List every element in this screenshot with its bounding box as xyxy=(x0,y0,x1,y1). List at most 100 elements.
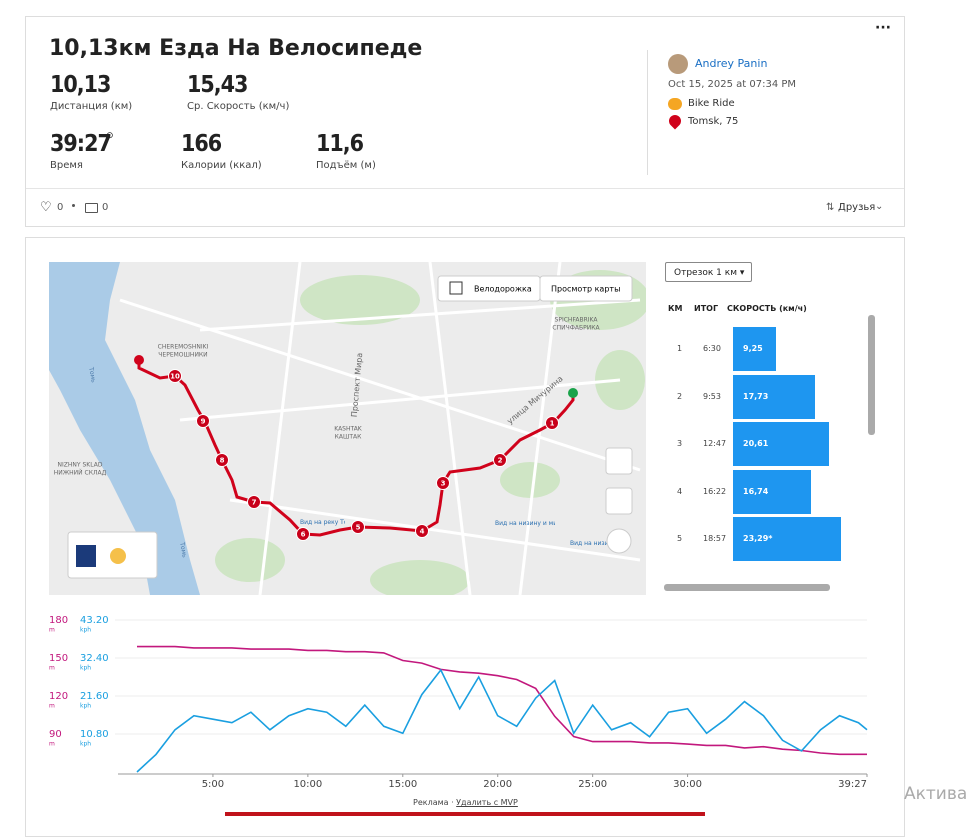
km-marker xyxy=(215,453,229,467)
x-tick-label: 25:00 xyxy=(578,779,607,790)
map-label: CHEREMOSHNIKI xyxy=(158,344,209,351)
split-km: 4 xyxy=(677,486,683,496)
chart: 90m120m150m180m10.80kph21.60kph32.40kph4… xyxy=(49,615,868,790)
km-marker xyxy=(168,369,182,383)
y2-unit: kph xyxy=(80,741,91,748)
y-unit: m xyxy=(49,665,55,672)
y-unit: m xyxy=(49,703,55,710)
map-poi: Вид на низину и микрорайон «Зелёные Горк… xyxy=(570,540,625,547)
ad-note: Реклама · Удалить с MVP xyxy=(413,798,518,807)
y2-tick-label: 43.20 xyxy=(80,615,109,626)
comments: 0 xyxy=(102,202,109,213)
km-marker xyxy=(247,495,261,509)
title: 10,13км Езда На Велосипеде xyxy=(49,36,423,61)
split-km: 1 xyxy=(677,344,683,353)
x-tick-label: 5:00 xyxy=(202,779,224,790)
km-marker xyxy=(493,453,507,467)
km-marker-label: 1 xyxy=(550,420,555,428)
x-tick-label: 15:00 xyxy=(388,779,417,790)
split-total: 12:47 xyxy=(703,439,727,448)
map[interactable]: CHEREMOSHNIKI ЧЕРЕМОШНИКИ Проспект Мира … xyxy=(49,262,646,595)
km-marker-label: 5 xyxy=(356,524,361,532)
stat-label: Калории (ккал) xyxy=(181,160,262,171)
y2-unit: kph xyxy=(80,665,91,672)
map-label: Томь xyxy=(87,366,97,384)
km-marker-label: 8 xyxy=(220,457,225,465)
stat-value: 11,6 xyxy=(316,131,364,157)
map-label: KASHTAK xyxy=(334,426,363,433)
split-km: 2 xyxy=(677,391,683,401)
y2-unit: kph xyxy=(80,627,91,634)
column-header: КМ xyxy=(668,304,683,313)
km-marker-label: 2 xyxy=(498,457,503,465)
recenter-button[interactable] xyxy=(605,487,633,515)
map-label: SPICHFABRIKA xyxy=(555,317,599,324)
y2-unit: kph xyxy=(80,703,91,710)
scrollbar[interactable] xyxy=(868,315,875,435)
split-bar xyxy=(733,422,829,466)
ad-banner[interactable] xyxy=(225,812,705,816)
km-marker-label: 4 xyxy=(420,528,425,536)
map-label: КАШТАК xyxy=(335,434,363,441)
athlete-name[interactable]: Andrey Panin xyxy=(695,57,768,70)
parks xyxy=(215,270,646,595)
info-icon[interactable]: ⊙ xyxy=(106,131,114,141)
split-bar xyxy=(733,469,811,514)
km-marker xyxy=(296,527,310,541)
location: Tomsk, 75 xyxy=(688,116,739,127)
visibility-icon: ⇅ xyxy=(826,202,835,213)
summary-card xyxy=(25,16,905,227)
like-icon[interactable]: ♡ xyxy=(40,200,52,215)
weather-logo xyxy=(76,545,96,567)
comment-icon[interactable] xyxy=(85,203,98,213)
checkbox[interactable] xyxy=(449,281,463,295)
route xyxy=(137,360,575,537)
page: 10,13км Езда На Велосипеде ··· 10,13 Дис… xyxy=(25,16,967,837)
map-poi: Вид на низину и микрорайон «Зелёные Горк… xyxy=(495,520,555,527)
activity-type: Bike Ride xyxy=(688,98,735,109)
menu[interactable]: ··· xyxy=(875,20,891,36)
y-unit: m xyxy=(49,627,55,634)
split-total: 16:22 xyxy=(703,486,727,496)
km-marker xyxy=(545,416,559,430)
end-marker xyxy=(568,388,578,398)
split-bar xyxy=(733,374,816,419)
splits-table: КМ ИТОГ СКОРОСТЬ (км/ч) 1 6:30 9,25 2 9:53 17… xyxy=(654,295,880,595)
split-selector[interactable]: Отрезок 1 км ▾ xyxy=(665,262,752,282)
pan-control[interactable] xyxy=(606,528,632,554)
fullscreen-button[interactable] xyxy=(605,447,633,475)
km-marker-label: 9 xyxy=(201,418,206,426)
avatar[interactable] xyxy=(668,54,688,74)
km-marker xyxy=(415,524,429,538)
km-marker-label: 3 xyxy=(441,480,446,488)
x-tick-label: 30:00 xyxy=(673,779,702,790)
km-marker-label: 10 xyxy=(170,373,180,381)
y-tick-label: 150 xyxy=(49,653,68,664)
column-header: ИТОГ xyxy=(694,304,719,313)
stat-value: 166 xyxy=(181,131,222,157)
split-selector-label: Отрезок 1 км xyxy=(674,268,737,278)
h-scrollbar[interactable] xyxy=(664,584,830,591)
y-tick-label: 180 xyxy=(49,615,68,626)
stat-value: 15,43 xyxy=(187,72,248,98)
stat-label: Подъём (м) xyxy=(316,160,376,171)
visibility[interactable]: Друзья xyxy=(838,202,876,213)
stat-label: Дистанция (км) xyxy=(50,101,133,112)
y2-tick-label: 10.80 xyxy=(80,729,109,740)
map-label: NIZHNY SKLAD xyxy=(58,462,103,469)
y-tick-label: 90 xyxy=(49,729,62,740)
bike-lanes-label: Велодорожка xyxy=(474,285,532,294)
remove-ads[interactable]: Удалить с MVP xyxy=(456,798,518,807)
split-km: 3 xyxy=(677,439,683,448)
stat-value: 10,13 xyxy=(50,72,111,98)
split-total: 9:53 xyxy=(703,391,721,401)
map-view-button[interactable] xyxy=(539,275,633,302)
roads xyxy=(119,262,641,595)
stat-label: Время xyxy=(50,160,83,171)
y2-tick-label: 21.60 xyxy=(80,691,109,702)
map-view-label: Просмотр карты xyxy=(551,285,620,294)
chevron[interactable]: ⌄ xyxy=(875,201,884,212)
split-speed: 9,25 xyxy=(743,344,763,353)
river xyxy=(49,262,200,595)
separator xyxy=(26,188,904,189)
